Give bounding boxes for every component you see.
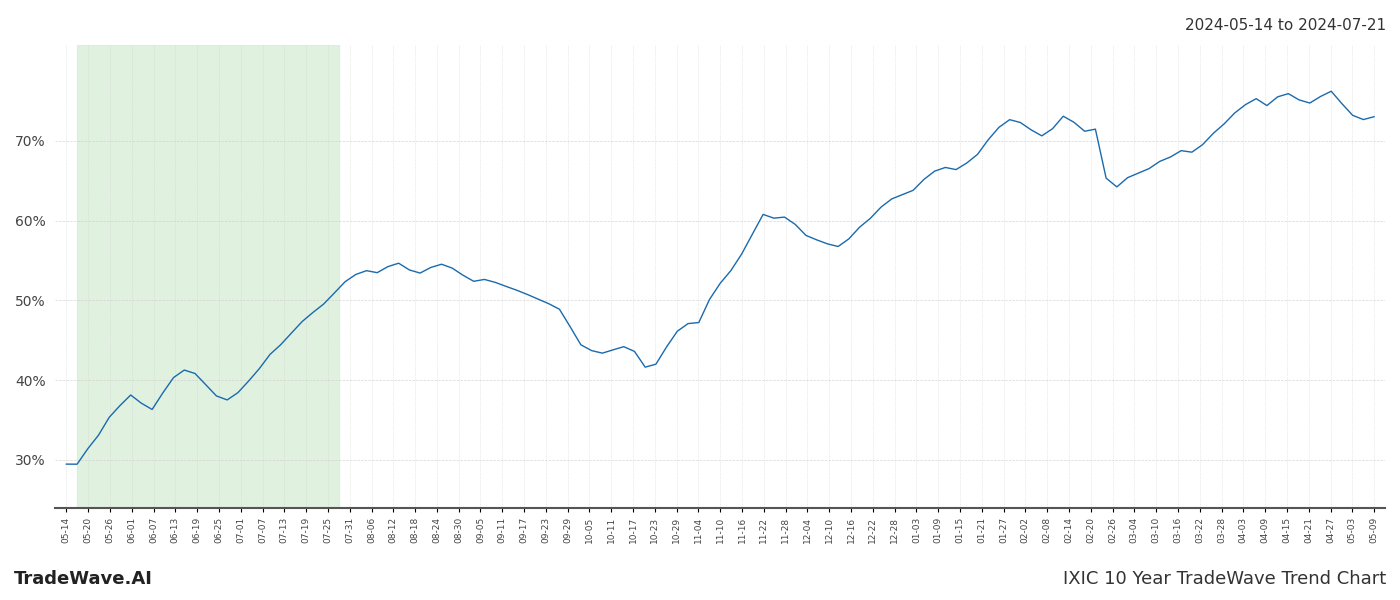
- Text: 2024-05-14 to 2024-07-21: 2024-05-14 to 2024-07-21: [1184, 18, 1386, 33]
- Text: IXIC 10 Year TradeWave Trend Chart: IXIC 10 Year TradeWave Trend Chart: [1063, 570, 1386, 588]
- Bar: [77, 45, 339, 508]
- Text: TradeWave.AI: TradeWave.AI: [14, 570, 153, 588]
